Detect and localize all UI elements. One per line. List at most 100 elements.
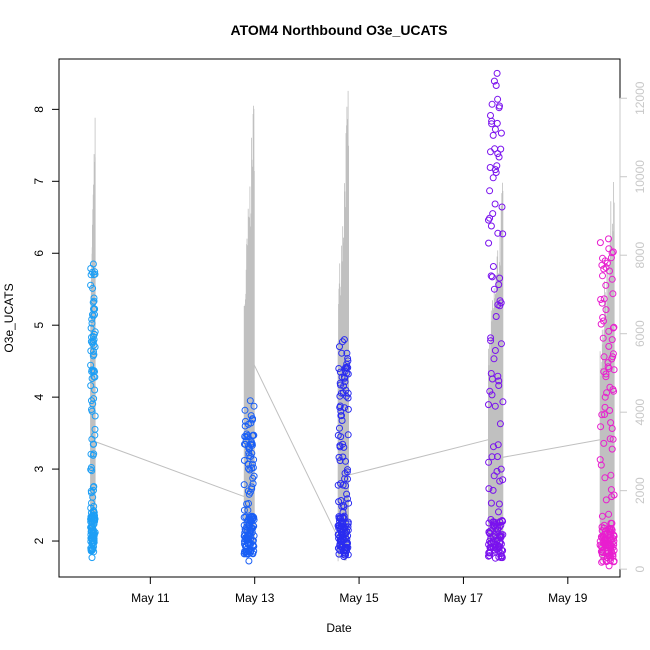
data-point (90, 294, 98, 302)
data-point (343, 360, 351, 368)
data-point (245, 557, 253, 565)
data-point (496, 420, 504, 428)
y-tick-label: 4 (32, 393, 46, 400)
data-point (497, 340, 505, 348)
data-point (608, 425, 616, 432)
data-point (610, 546, 618, 554)
x-tick-label: May 11 (131, 591, 170, 605)
data-point (249, 542, 257, 550)
data-point (336, 403, 344, 411)
data-point (89, 298, 97, 306)
data-point (87, 324, 95, 332)
data-point (88, 554, 96, 562)
data-point (489, 263, 497, 270)
data-point (87, 450, 95, 458)
y-tick-label: 8 (32, 106, 46, 113)
data-point (335, 453, 343, 461)
data-point (245, 550, 253, 558)
data-point (336, 442, 344, 450)
y-axis-label: O3e_UCATS (2, 283, 16, 352)
data-point (598, 261, 606, 269)
data-point (486, 527, 494, 535)
data-point (600, 353, 608, 361)
data-point (88, 467, 96, 475)
data-point (610, 366, 618, 374)
data-point (343, 490, 351, 498)
data-point (340, 443, 348, 451)
data-point (249, 549, 257, 557)
data-point (241, 422, 249, 430)
data-point (245, 449, 253, 457)
data-point (487, 272, 495, 280)
data-point (344, 431, 352, 439)
data-point (344, 526, 352, 534)
data-point (601, 542, 609, 550)
data-point (486, 164, 494, 171)
data-point (599, 549, 607, 557)
data-point (491, 554, 499, 562)
data-point (494, 229, 502, 237)
data-point (248, 485, 256, 493)
data-point (598, 411, 606, 419)
data-point (608, 536, 616, 543)
data-point (490, 443, 497, 451)
data-point (605, 510, 613, 518)
data-point (244, 460, 252, 468)
data-point (598, 558, 606, 566)
data-point (492, 82, 500, 89)
data-point (90, 341, 98, 349)
altitude-trace-4 (487, 182, 504, 554)
data-point (608, 336, 616, 344)
data-point (605, 562, 613, 570)
data-point (600, 295, 608, 303)
data-point (241, 406, 249, 414)
data-point (486, 214, 494, 222)
data-point (497, 465, 505, 473)
data-point (604, 363, 612, 371)
data-point (90, 440, 98, 448)
data-point (87, 528, 95, 536)
x-tick-label: May 13 (235, 591, 275, 605)
data-point (600, 439, 608, 447)
data-point (499, 230, 507, 238)
data-point (89, 312, 97, 320)
data-point (609, 350, 617, 358)
data-point (494, 150, 502, 158)
data-point (344, 405, 352, 413)
data-point-max (340, 336, 348, 344)
data-point (250, 532, 258, 540)
data-point (609, 248, 617, 256)
data-point (492, 169, 500, 176)
data-point (87, 281, 95, 289)
data-point (606, 435, 614, 443)
data-point (487, 334, 495, 342)
data-point (609, 353, 617, 361)
data-point (605, 245, 613, 253)
data-point (609, 435, 617, 443)
data-point (250, 431, 258, 439)
data-point (607, 529, 615, 537)
y-right-tick-label: 0 (633, 565, 647, 572)
data-point (607, 548, 615, 556)
data-point (498, 203, 506, 211)
data-point (605, 342, 613, 350)
x-tick-label: May 19 (548, 591, 588, 605)
x-axis-label: Date (326, 621, 352, 635)
data-point (343, 527, 351, 535)
data-point (336, 368, 344, 376)
data-point (495, 382, 503, 389)
data-point (334, 544, 342, 552)
data-point (240, 550, 248, 557)
data-point (485, 458, 493, 466)
data-point (343, 468, 351, 476)
data-point (250, 402, 258, 410)
data-point (245, 531, 253, 539)
data-point (601, 257, 609, 265)
data-point (89, 508, 97, 515)
data-point (91, 412, 99, 420)
data-point (489, 486, 497, 494)
x-tick-label: May 15 (339, 591, 379, 605)
data-point (494, 453, 501, 461)
data-point (248, 460, 256, 468)
y-axis: 2 3 4 5 6 7 8 (32, 106, 60, 544)
